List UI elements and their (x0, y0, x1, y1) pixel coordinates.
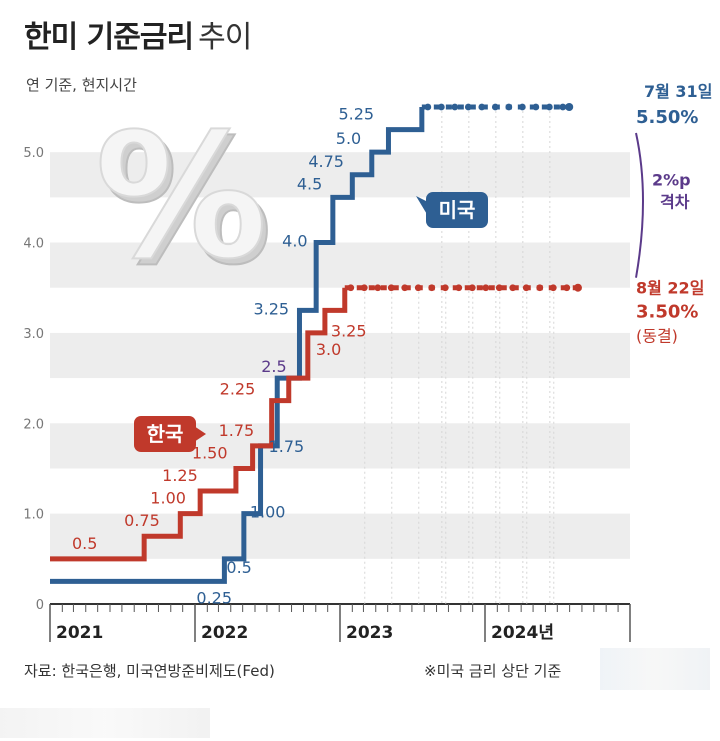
kr-tag-pointer (194, 426, 206, 442)
kr-start-label: 0.5 (72, 534, 97, 553)
us-series-line (50, 107, 425, 584)
percent-icon: % % (94, 95, 273, 304)
kr-point-label: 1.25 (162, 466, 198, 485)
title-bold: 한미 기준금리 (24, 20, 194, 55)
us-tag-box (426, 192, 488, 228)
kr-point-label: 0.75 (124, 511, 160, 530)
us-tail-dot (559, 103, 567, 111)
kr-tag-label: 한국 (147, 422, 184, 446)
us-point-label: 4.5 (297, 174, 322, 193)
grid-band (50, 152, 630, 198)
kr-tail-dot (387, 284, 395, 292)
title-rest: 추이 (198, 20, 252, 55)
kr-tag-box (134, 416, 196, 452)
x-axis: 2021 2022 2023 2024년 (49, 603, 631, 643)
gap-text: 격차 (660, 192, 690, 211)
us-point-label: 1.00 (250, 503, 286, 522)
kr-tail-dot (347, 284, 355, 292)
us-point-label: 4.75 (308, 152, 344, 171)
kr-tail-dot (455, 284, 463, 292)
us-tail-dot (478, 103, 486, 111)
y-tick-label: 3.0 (23, 327, 44, 342)
y-tick-label: 5.0 (23, 146, 44, 161)
us-point-label: 2.5 (261, 357, 286, 376)
us-tail-dot (437, 103, 445, 111)
kr-tail-dot (414, 284, 422, 292)
kr-tail-dot (549, 284, 557, 292)
kr-end-dot (573, 283, 582, 292)
kr-point-label: 1.00 (150, 489, 186, 508)
us-start-label: 0.25 (196, 588, 232, 607)
kr-tail-dot (360, 284, 368, 292)
y-tick-label: 4.0 (23, 237, 44, 252)
watermark-blur (0, 708, 210, 738)
kr-point-label: 3.25 (331, 321, 367, 340)
grid-band (50, 242, 630, 288)
us-point-label: 5.0 (336, 129, 361, 148)
us-tail-dot (505, 103, 513, 111)
us-tail-dot (464, 103, 472, 111)
us-tail-dot (491, 103, 499, 111)
us-tail-dot (518, 103, 526, 111)
kr-series-line (50, 287, 348, 562)
kr-end-date: 8월 22일 (636, 279, 704, 298)
kr-tail-dot (536, 284, 544, 292)
kr-tag: 한국 (134, 416, 206, 452)
us-tag: 미국 (416, 192, 488, 228)
chart-title: 한미 기준금리 추이 (24, 12, 252, 56)
us-point-label: 3.25 (253, 299, 289, 318)
us-tail-dot (424, 103, 432, 111)
svg-text:%: % (95, 96, 267, 297)
us-tail-dot (451, 103, 459, 111)
us-point-label: 0.5 (226, 558, 251, 577)
gap-value: 2%p (652, 170, 691, 189)
us-tail-dot (545, 103, 553, 111)
kr-tail-dot (495, 284, 503, 292)
kr-tail-dot (374, 284, 382, 292)
us-tag-label: 미국 (439, 198, 476, 222)
kr-point-label: 3.0 (316, 340, 341, 359)
kr-tail-dot (482, 284, 490, 292)
kr-tail-dot (401, 284, 409, 292)
us-tag-pointer (416, 196, 428, 216)
x-tick-label: 2022 (201, 623, 248, 643)
kr-point-label: 1.50 (192, 443, 228, 462)
us-point-label: 1.75 (269, 437, 305, 456)
kr-tail-dot (509, 284, 517, 292)
kr-tail-dot (563, 284, 571, 292)
us-point-label: 5.25 (338, 105, 374, 124)
labels-layer: 0.5 1.00 1.75 2.5 3.25 4.0 4.5 4.75 5.0 5.25 0.25 0… (72, 82, 712, 607)
kr-tail-dot (468, 284, 476, 292)
us-tail-dot (532, 103, 540, 111)
x-tick-label: 2024년 (491, 623, 554, 643)
y-axis: 0 1.0 2.0 3.0 4.0 5.0 (23, 146, 44, 613)
series-layer (50, 103, 582, 604)
us-end-value: 5.50% (636, 107, 698, 128)
kr-tail-dot (441, 284, 449, 292)
kr-tail-dot (522, 284, 530, 292)
us-point-label: 4.0 (282, 232, 307, 251)
x-tick-label: 2023 (346, 623, 393, 643)
watermark-blur (600, 648, 710, 690)
svg-text:%: % (100, 102, 272, 303)
kr-point-label: 1.75 (219, 421, 255, 440)
x-tick-label: 2021 (56, 623, 103, 643)
kr-point-label: 2.25 (220, 380, 256, 399)
chart-subtitle: 연 기준, 현지시간 (26, 76, 137, 94)
grid-band (50, 332, 630, 379)
y-tick-label: 0 (36, 598, 44, 613)
basis-note: ※미국 금리 상단 기준 (424, 662, 562, 680)
kr-end-note: (동결) (636, 327, 678, 346)
us-end-date: 7월 31일 (644, 82, 712, 101)
gap-brace (635, 132, 644, 278)
y-tick-label: 2.0 (23, 417, 44, 432)
source-note: 자료: 한국은행, 미국연방준비제도(Fed) (24, 662, 275, 680)
kr-tail-dot (428, 284, 436, 292)
y-tick-label: 1.0 (23, 508, 44, 523)
us-end-dot (565, 103, 574, 111)
kr-end-value: 3.50% (636, 302, 698, 323)
